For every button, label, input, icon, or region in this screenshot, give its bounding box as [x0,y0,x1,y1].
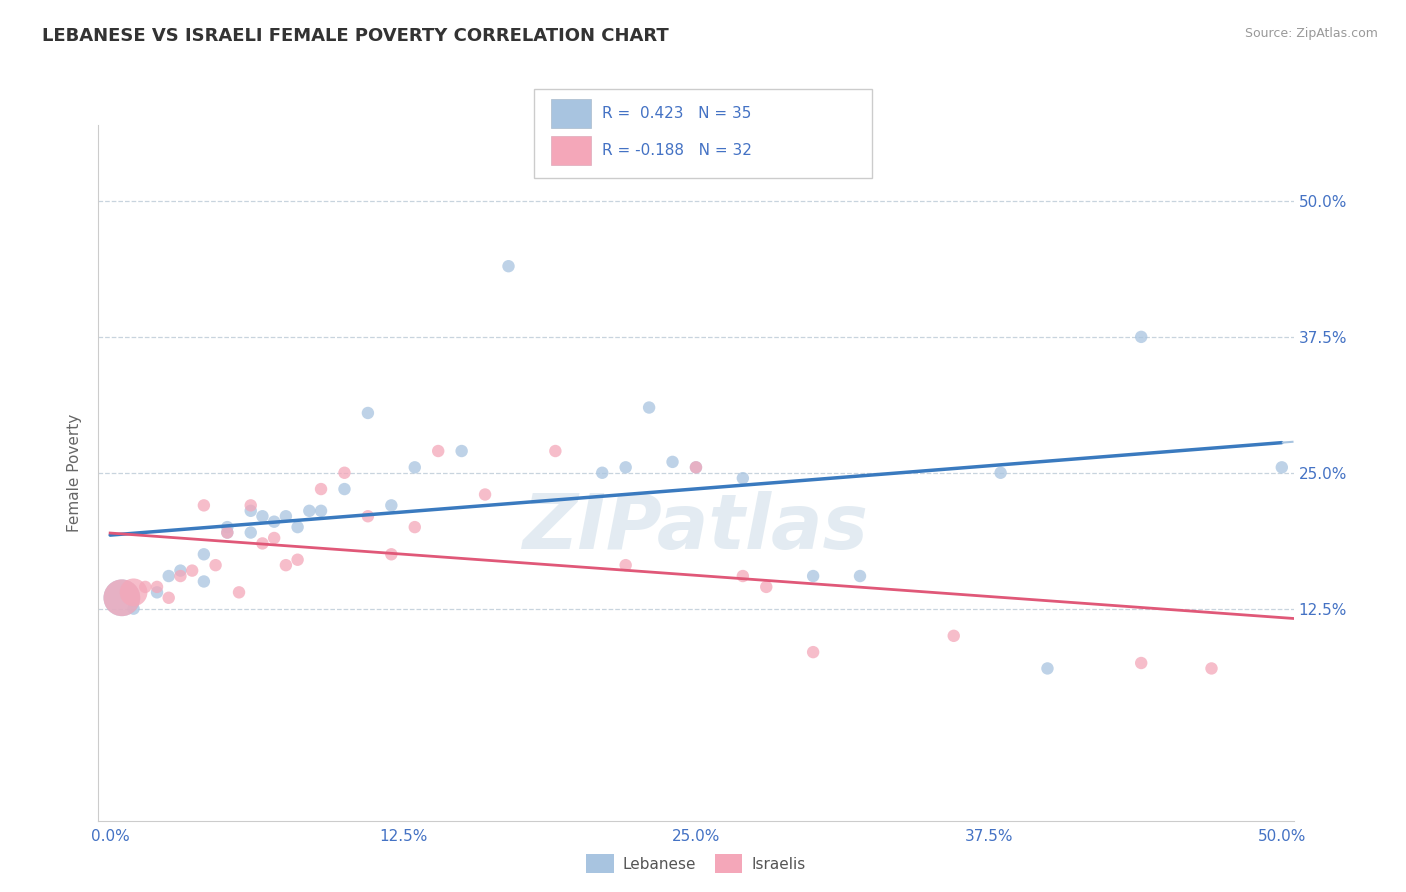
Text: LEBANESE VS ISRAELI FEMALE POVERTY CORRELATION CHART: LEBANESE VS ISRAELI FEMALE POVERTY CORRE… [42,27,669,45]
Point [298,504,321,518]
Point [661,455,683,469]
Point [134,580,156,594]
Point [228,585,250,599]
Point [357,406,380,420]
Point [263,515,285,529]
Point [309,504,332,518]
Point [614,558,637,573]
Point [755,580,778,594]
Point [333,482,356,496]
Point [685,460,707,475]
Point [801,645,824,659]
Legend: Lebanese, Israelis: Lebanese, Israelis [581,848,811,880]
Point [274,509,297,524]
Point [252,536,274,550]
Point [193,499,215,513]
Point [990,466,1012,480]
Point [474,487,496,501]
Point [111,591,134,605]
Point [122,585,145,599]
Point [614,460,637,475]
Point [404,460,426,475]
Point [157,591,180,605]
Text: R = -0.188   N = 32: R = -0.188 N = 32 [602,144,752,158]
Text: Source: ZipAtlas.com: Source: ZipAtlas.com [1244,27,1378,40]
Y-axis label: Female Poverty: Female Poverty [67,414,83,532]
Point [193,547,215,561]
Point [204,558,226,573]
Text: ZIPatlas: ZIPatlas [523,491,869,566]
Point [1201,661,1223,675]
Point [685,460,707,475]
Point [239,499,262,513]
Point [427,444,450,458]
Point [252,509,274,524]
Point [333,466,356,480]
Point [380,499,402,513]
Point [122,601,145,615]
Point [357,509,380,524]
Point [287,552,309,567]
Point [274,558,297,573]
Point [942,629,965,643]
Point [498,259,520,273]
Point [450,444,472,458]
Point [217,525,239,540]
Point [111,591,134,605]
Text: R =  0.423   N = 35: R = 0.423 N = 35 [602,106,751,120]
Point [239,504,262,518]
Point [287,520,309,534]
Point [544,444,567,458]
Point [193,574,215,589]
Point [309,482,332,496]
Point [217,525,239,540]
Point [181,564,204,578]
Point [1036,661,1059,675]
Point [157,569,180,583]
Point [169,569,191,583]
Point [801,569,824,583]
Point [1271,460,1294,475]
Point [731,569,754,583]
Point [1130,656,1153,670]
Point [1130,330,1153,344]
Point [638,401,661,415]
Point [731,471,754,485]
Point [239,525,262,540]
Point [217,520,239,534]
Point [146,580,169,594]
Point [380,547,402,561]
Point [849,569,872,583]
Point [404,520,426,534]
Point [263,531,285,545]
Point [146,585,169,599]
Point [591,466,613,480]
Point [169,564,191,578]
